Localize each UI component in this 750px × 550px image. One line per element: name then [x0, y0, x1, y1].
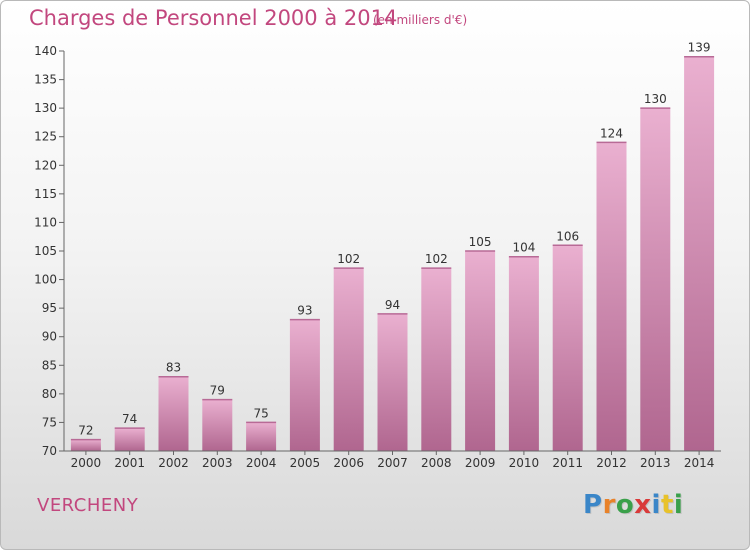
data-label-2006: 102: [337, 252, 360, 266]
chart-subtitle: (en milliers d'€): [373, 13, 468, 27]
data-label-2001: 74: [122, 412, 137, 426]
data-label-2002: 83: [166, 361, 181, 375]
x-tick-label-2008: 2008: [421, 456, 452, 470]
logo-letter: t: [660, 490, 674, 520]
bar-2009: [465, 251, 496, 451]
bar-2013: [640, 108, 671, 452]
logo-letter: x: [634, 490, 652, 520]
data-label-2009: 105: [469, 235, 492, 249]
data-label-2005: 93: [297, 304, 312, 318]
y-tick-label: 100: [34, 273, 57, 287]
y-tick-label: 70: [42, 444, 57, 458]
y-tick-label: 120: [34, 158, 57, 172]
x-tick-label-2012: 2012: [596, 456, 627, 470]
y-tick-label: 80: [42, 387, 57, 401]
proxiti-logo: Proxiti: [583, 490, 683, 520]
x-tick-label-2007: 2007: [377, 456, 408, 470]
bar-2005: [289, 319, 320, 451]
data-label-2003: 79: [210, 384, 225, 398]
y-tick-label: 95: [42, 301, 57, 315]
x-tick-label-2003: 2003: [202, 456, 233, 470]
bar-2002: [158, 376, 189, 451]
data-label-2010: 104: [512, 241, 535, 255]
x-tick-label-2010: 2010: [509, 456, 540, 470]
logo-letter: P: [583, 490, 603, 520]
bar-2011: [552, 245, 583, 451]
y-tick-label: 75: [42, 415, 57, 429]
y-tick-label: 110: [34, 215, 57, 229]
data-label-2013: 130: [644, 92, 667, 106]
x-tick-label-2014: 2014: [684, 456, 715, 470]
bars: 72 74 83 79 75 93 102 94 102 105 104 106 124 130 139: [70, 41, 715, 452]
bar-2010: [508, 256, 539, 451]
x-tick-label-2009: 2009: [465, 456, 496, 470]
data-label-2007: 94: [385, 298, 400, 312]
y-tick-label: 140: [34, 44, 57, 58]
data-label-2014: 139: [688, 41, 711, 55]
bar-2004: [246, 422, 277, 451]
logo-letter: i: [651, 490, 661, 520]
y-tick-label: 105: [34, 244, 57, 258]
chart-title: Charges de Personnel 2000 à 2014: [29, 6, 398, 30]
y-tick-label: 125: [34, 130, 57, 144]
bar-2006: [333, 268, 364, 451]
data-label-2000: 72: [78, 424, 93, 438]
logo-letter: o: [615, 490, 635, 520]
commune-name: VERCHENY: [37, 495, 139, 516]
bar-2000: [70, 439, 101, 451]
y-tick-label: 115: [34, 187, 57, 201]
y-tick-label: 90: [42, 330, 57, 344]
bar-2012: [596, 142, 627, 451]
y-axis: 70 75 80 85 90 95 100 105 110 115 120 125 130 135 140: [34, 44, 65, 458]
bar-2014: [684, 56, 715, 451]
y-tick-label: 85: [42, 358, 57, 372]
x-tick-label-2002: 2002: [158, 456, 189, 470]
bar-2007: [377, 313, 408, 451]
logo-letter: i: [673, 490, 684, 520]
logo-letter: r: [602, 490, 616, 520]
data-label-2012: 124: [600, 126, 623, 140]
bar-2008: [421, 268, 452, 451]
x-tick-label-2006: 2006: [333, 456, 364, 470]
data-label-2011: 106: [556, 229, 579, 243]
x-axis: 2000 2001 2002 2003 2004 2005 2006 2007 2008 2009…: [64, 450, 721, 470]
bar-2001: [114, 428, 145, 451]
x-tick-label-2004: 2004: [246, 456, 277, 470]
x-tick-label-2000: 2000: [71, 456, 102, 470]
y-tick-label: 130: [34, 101, 57, 115]
bar-2003: [202, 399, 233, 451]
x-tick-label-2011: 2011: [552, 456, 583, 470]
y-tick-label: 135: [34, 73, 57, 87]
x-tick-label-2005: 2005: [290, 456, 321, 470]
x-tick-label-2013: 2013: [640, 456, 671, 470]
data-label-2004: 75: [253, 406, 268, 420]
data-label-2008: 102: [425, 252, 448, 266]
x-tick-label-2001: 2001: [114, 456, 145, 470]
